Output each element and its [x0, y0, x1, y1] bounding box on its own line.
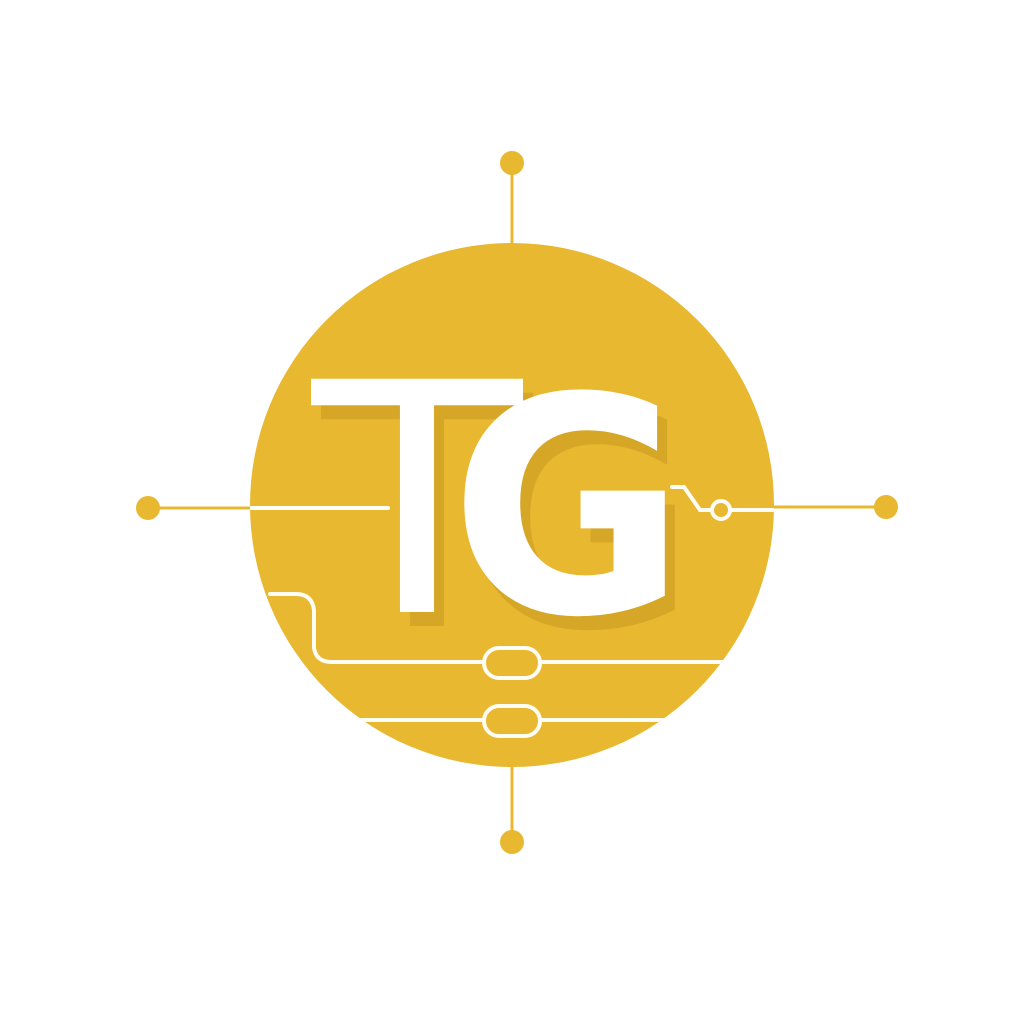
left-connector-node-icon: [136, 496, 160, 520]
letter-g-shadow: G: [460, 348, 696, 697]
lower-circuit-trace-icon: [268, 592, 486, 664]
logo-disc: [250, 243, 774, 767]
letter-t-shadow: T: [317, 330, 537, 702]
right-horizontal-trace-icon: [670, 485, 714, 512]
right-connector-node-icon: [874, 495, 898, 519]
monogram-letters: T G T G: [307, 316, 696, 702]
outer-connectors: [136, 151, 898, 854]
letter-t: T: [307, 316, 527, 688]
bottom-connector-node-icon: [500, 830, 524, 854]
top-connector-node-icon: [500, 151, 524, 175]
letter-g: G: [450, 334, 686, 683]
